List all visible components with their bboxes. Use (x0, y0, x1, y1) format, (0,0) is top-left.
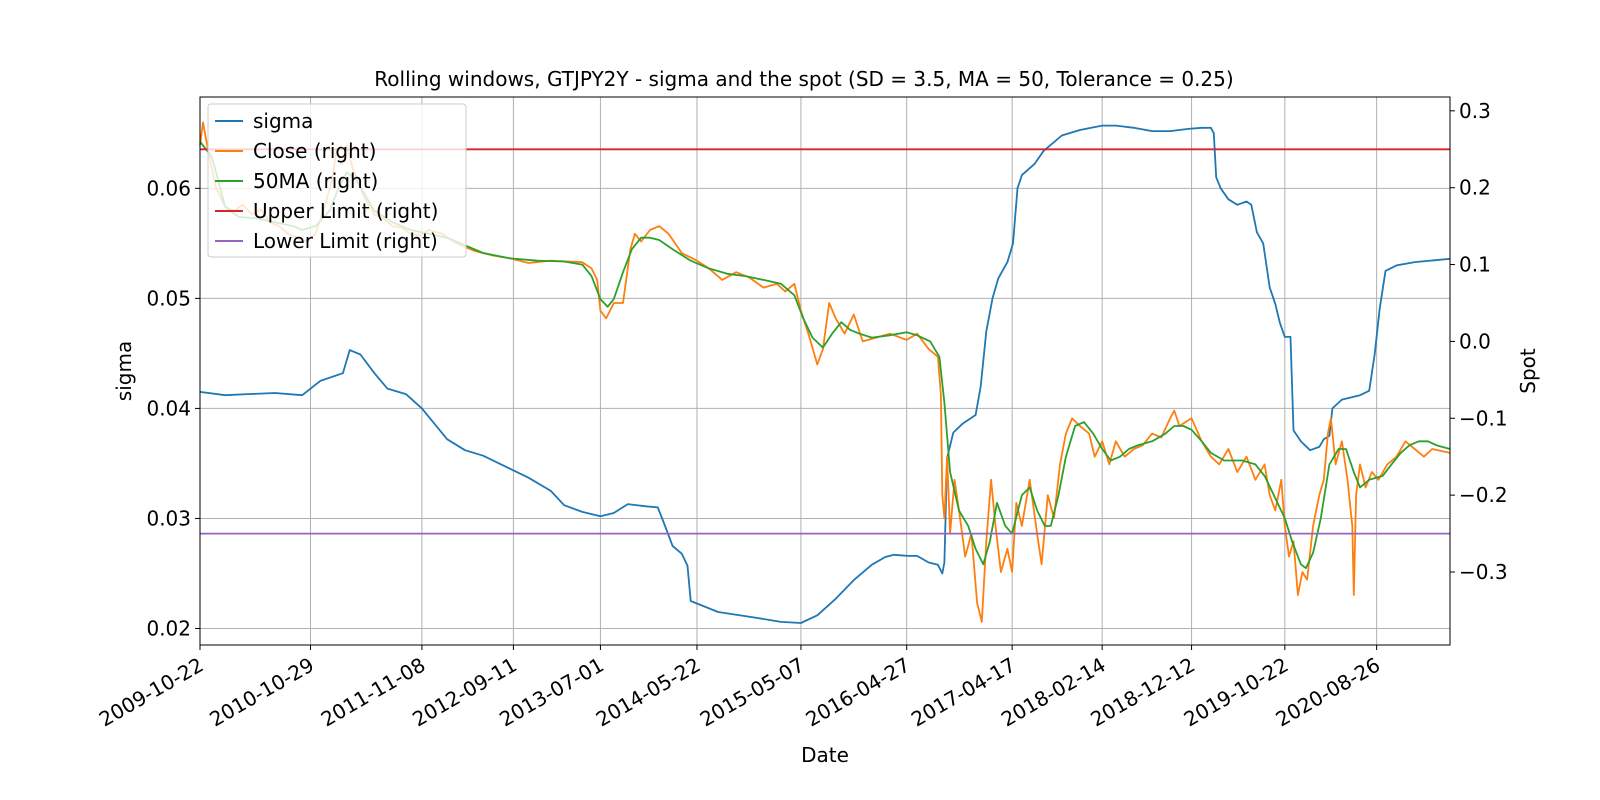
x-tick-label: 2009-10-22 (95, 653, 208, 732)
legend-label: Lower Limit (right) (253, 229, 438, 253)
legend-label: Close (right) (253, 139, 376, 163)
y2-axis-label: Spot (1516, 348, 1540, 394)
y2-tick-label: 0.3 (1459, 99, 1491, 123)
x-tick-label: 2010-10-29 (205, 653, 318, 732)
legend-label: Upper Limit (right) (253, 199, 438, 223)
legend: sigma Close (right) 50MA (right) Upper Limi… (207, 103, 467, 258)
x-tick-label: 2015-05-07 (696, 653, 809, 732)
y2-tick-label: 0.2 (1459, 176, 1491, 200)
y2-tick-label: −0.2 (1459, 483, 1508, 507)
sigma-line (199, 124, 1451, 624)
legend-label: 50MA (right) (253, 169, 378, 193)
x-tick-label: 2014-05-22 (592, 653, 705, 732)
y-tick-label: 0.02 (146, 616, 191, 640)
x-axis-label: Date (801, 743, 849, 767)
y2-tick-label: 0.0 (1459, 329, 1491, 353)
legend-label: sigma (253, 109, 313, 133)
right-y-axis: −0.3 −0.2 −0.1 0.0 0.1 0.2 0.3 (1450, 99, 1508, 584)
y-axis-label: sigma (112, 341, 136, 401)
y2-tick-label: −0.3 (1459, 560, 1508, 584)
x-tick-label: 2019-10-22 (1180, 653, 1293, 732)
chart-title: Rolling windows, GTJPY2Y - sigma and the… (374, 67, 1233, 91)
y-tick-label: 0.05 (146, 286, 191, 310)
x-axis: 2009-10-222010-10-292011-11-082012-09-11… (95, 645, 1384, 731)
x-tick-label: 2020-08-26 (1271, 653, 1384, 732)
y-tick-label: 0.06 (146, 176, 191, 200)
legend-box (207, 103, 467, 258)
y-tick-label: 0.03 (146, 506, 191, 530)
x-tick-label: 2016-04-27 (802, 653, 915, 732)
y2-tick-label: −0.1 (1459, 406, 1508, 430)
y-tick-label: 0.04 (146, 396, 191, 420)
plot-frame (199, 96, 1451, 646)
y2-tick-label: 0.1 (1459, 253, 1491, 277)
left-y-axis: 0.02 0.03 0.04 0.05 0.06 (146, 176, 200, 640)
grid (199, 97, 1450, 645)
